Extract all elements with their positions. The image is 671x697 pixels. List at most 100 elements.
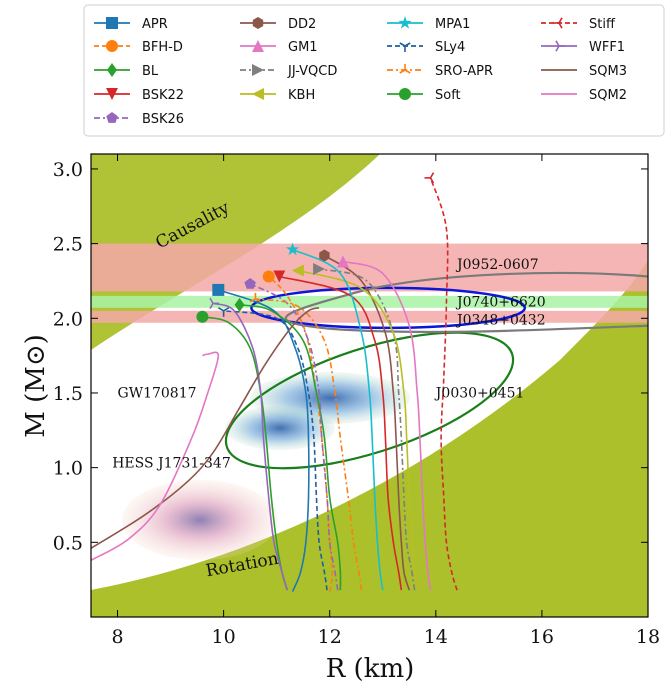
series-sly4-endpoint-marker	[218, 307, 230, 317]
series-sqm3-curve	[91, 307, 320, 549]
series-kbh-curve	[297, 269, 421, 591]
legend-label: DD2	[288, 17, 316, 32]
legend-item-jj-vqcd: JJ-VQCD	[240, 64, 337, 79]
series-jj-vqcd-endpoint-marker	[313, 263, 326, 276]
series-apr-endpoint-marker	[212, 283, 225, 296]
series-apr-curve	[218, 289, 310, 592]
series-stiff-curve	[429, 177, 458, 591]
annotation-hess-j1731-347: HESS J1731-347	[112, 456, 231, 472]
legend-label: Soft	[435, 88, 461, 103]
legend-swatch-marker	[252, 88, 264, 100]
legend-label: APR	[142, 17, 168, 32]
legend-label: BL	[142, 64, 159, 79]
legend-label: BFH-D	[142, 40, 183, 55]
series-kbh-endpoint-marker	[291, 264, 304, 277]
legend-label: WFF1	[589, 40, 625, 55]
annotation-j0348-0432: J0348+0432	[455, 312, 546, 328]
legend-swatch-marker	[398, 16, 412, 29]
legend-item-sro-apr: SRO-APR	[387, 64, 493, 79]
series-bsk26-endpoint-marker	[244, 277, 256, 289]
rotation-region	[91, 260, 648, 617]
plot-frame	[90, 153, 649, 618]
legend-swatch-marker	[399, 88, 411, 100]
legend-swatch-marker	[252, 64, 264, 76]
series-gm1-curve	[342, 260, 432, 591]
x-tick-label: 16	[530, 626, 554, 648]
legend-item-sqm3: SQM3	[541, 64, 627, 79]
legend-item-dd2: DD2	[240, 17, 316, 32]
legend-swatch-marker	[106, 17, 118, 29]
x-tick-label: 12	[318, 626, 342, 648]
legend-item-bsk22: BSK22	[94, 88, 184, 103]
legend-item-bl: BL	[94, 63, 159, 79]
series-mpa1-curve	[292, 248, 384, 591]
mass-band-2	[91, 310, 648, 323]
legend-swatch-marker	[399, 64, 411, 74]
legend-swatch-marker	[106, 112, 118, 123]
legend-label: GM1	[288, 40, 318, 55]
x-tick-label: 18	[636, 626, 660, 648]
legend-swatch-marker	[555, 40, 565, 52]
legend-item-apr: APR	[94, 17, 168, 32]
legend-label: KBH	[288, 88, 315, 103]
legend-label: SRO-APR	[435, 64, 493, 79]
series-soft-endpoint-marker	[196, 310, 209, 323]
legend-item-gm1: GM1	[240, 40, 318, 55]
y-tick-label: 0.5	[53, 532, 83, 554]
series-wff1-endpoint-marker	[209, 297, 220, 309]
series-sly4-curve	[223, 310, 328, 591]
legend-label: JJ-VQCD	[287, 64, 337, 79]
series-sro-apr-endpoint-marker	[249, 292, 262, 303]
series-bfh-d-curve	[268, 275, 334, 592]
y-tick-label: 1.5	[53, 383, 83, 405]
legend: APR BFH-D BL BSK22 BSK26 DD2 GM1 JJ-VQCD KBH MPA1…	[83, 4, 665, 137]
series-wff1-curve	[212, 302, 289, 591]
legend-label: SQM3	[589, 64, 627, 79]
legend-label: SQM2	[589, 88, 627, 103]
legend-label: SLy4	[435, 40, 465, 55]
legend-swatch-marker	[106, 88, 118, 100]
series-sro-apr-curve	[255, 298, 363, 591]
legend-label: Stiff	[589, 17, 616, 32]
legend-item-sly4: SLy4	[387, 40, 465, 55]
legend-label: BSK22	[142, 88, 184, 103]
y-axis-label: M (M⊙)	[21, 334, 51, 438]
y-tick-label: 2.0	[53, 308, 83, 330]
legend-item-stiff: Stiff	[541, 17, 616, 32]
series-bl-endpoint-marker	[234, 297, 245, 312]
x-tick-label: 10	[212, 626, 236, 648]
series-bsk22-curve	[279, 275, 403, 591]
legend-swatch-marker	[399, 42, 411, 52]
legend-swatch-marker	[107, 63, 117, 77]
series-bsk22-endpoint-marker	[273, 270, 286, 283]
series-sqm2-curve	[91, 351, 220, 561]
series-bsk26-curve	[249, 283, 339, 591]
y-tick-label: 3.0	[53, 159, 83, 181]
annotation-j0030-0451: J0030+0451	[434, 385, 525, 401]
series-dd2-endpoint-marker	[319, 249, 330, 262]
legend-label: BSK26	[142, 112, 184, 127]
legend-item-kbh: KBH	[240, 88, 315, 103]
legend-swatch-marker	[553, 17, 563, 29]
series-gm1-endpoint-marker	[336, 255, 349, 268]
x-tick-label: 8	[111, 626, 123, 648]
legend-item-mpa1: MPA1	[387, 16, 470, 32]
series-bl-curve	[239, 304, 342, 591]
legend-item-sqm2: SQM2	[541, 88, 627, 103]
annotation-gw170817: GW170817	[118, 385, 197, 401]
annotation-j0952-0607: J0952-0607	[455, 257, 539, 273]
x-tick-label: 14	[424, 626, 448, 648]
annotation-j0740-6620: J0740+6620	[455, 294, 546, 310]
j0740-contour	[250, 286, 527, 330]
hess-j1731-posterior	[122, 480, 278, 560]
legend-item-bfh-d: BFH-D	[94, 40, 183, 55]
legend-item-bsk26: BSK26	[94, 112, 184, 127]
legend-item-wff1: WFF1	[541, 40, 625, 55]
legend-label: MPA1	[435, 17, 470, 32]
series-mpa1-endpoint-marker	[285, 242, 300, 256]
legend-item-soft: Soft	[387, 88, 461, 103]
mass-band-1	[91, 295, 648, 308]
legend-swatch-marker	[252, 40, 264, 52]
x-axis-label: R (km)	[326, 654, 415, 684]
